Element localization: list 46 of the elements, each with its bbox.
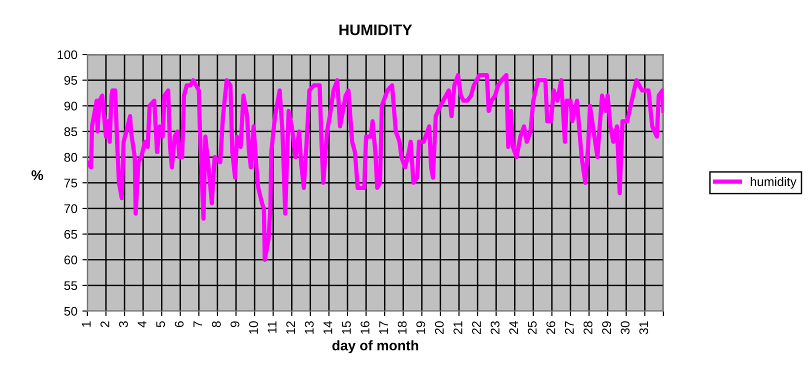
x-tick-label: 11 — [268, 321, 276, 333]
x-axis-title: day of month — [332, 340, 418, 354]
x-tick-label: 31 — [639, 321, 648, 334]
chart-title: HUMIDITY — [339, 24, 412, 36]
x-tick-label: 17 — [379, 321, 388, 334]
x-tick-label: 27 — [564, 321, 574, 334]
y-tick-label: 100 — [58, 50, 78, 60]
y-tick-label: 70 — [64, 204, 78, 214]
x-tick-label: 24 — [509, 321, 518, 334]
y-tick-label: 65 — [64, 230, 78, 239]
x-tick-label: 29 — [602, 321, 611, 334]
x-tick-label: 13 — [304, 321, 314, 334]
x-tick-label: 6 — [174, 321, 184, 328]
y-tick-label: 50 — [64, 306, 78, 316]
x-tick-label: 22 — [472, 321, 481, 334]
y-tick-label: 85 — [64, 127, 78, 136]
x-tick-label: 15 — [342, 321, 351, 334]
y-tick-label: 55 — [64, 281, 78, 290]
x-tick-label: 3 — [119, 321, 128, 328]
x-tick-label: 21 — [453, 321, 462, 334]
x-tick-label: 23 — [490, 321, 500, 334]
y-axis-title: % — [32, 170, 44, 180]
y-tick-label: 80 — [64, 152, 78, 162]
x-tick-label: 2 — [100, 321, 110, 328]
y-tick-label: 90 — [64, 102, 78, 110]
x-tick-label: 16 — [360, 321, 370, 334]
x-tick-label: 8 — [212, 321, 221, 328]
x-tick-label: 20 — [434, 321, 444, 334]
x-tick-label: 14 — [324, 321, 332, 334]
y-tick-label: 95 — [64, 76, 78, 85]
x-tick-label: 9 — [230, 321, 240, 328]
legend-label: humidity — [750, 176, 796, 189]
y-tick-label: 75 — [64, 178, 78, 188]
x-tick-label: 30 — [620, 321, 630, 334]
x-tick-label: 4 — [138, 321, 146, 328]
x-tick-label: 10 — [249, 321, 258, 334]
y-tick-label: 60 — [64, 256, 78, 264]
x-tick-label: 7 — [193, 321, 202, 328]
x-tick-label: 12 — [286, 321, 295, 334]
x-tick-label: 5 — [156, 321, 166, 328]
x-tick-label: 25 — [528, 321, 537, 334]
x-tick-label: 19 — [416, 321, 426, 334]
x-tick-label: 18 — [398, 321, 407, 334]
x-tick-label: 26 — [546, 321, 556, 334]
x-tick-label: 28 — [584, 321, 592, 334]
x-tick-label: 1 — [82, 321, 91, 327]
